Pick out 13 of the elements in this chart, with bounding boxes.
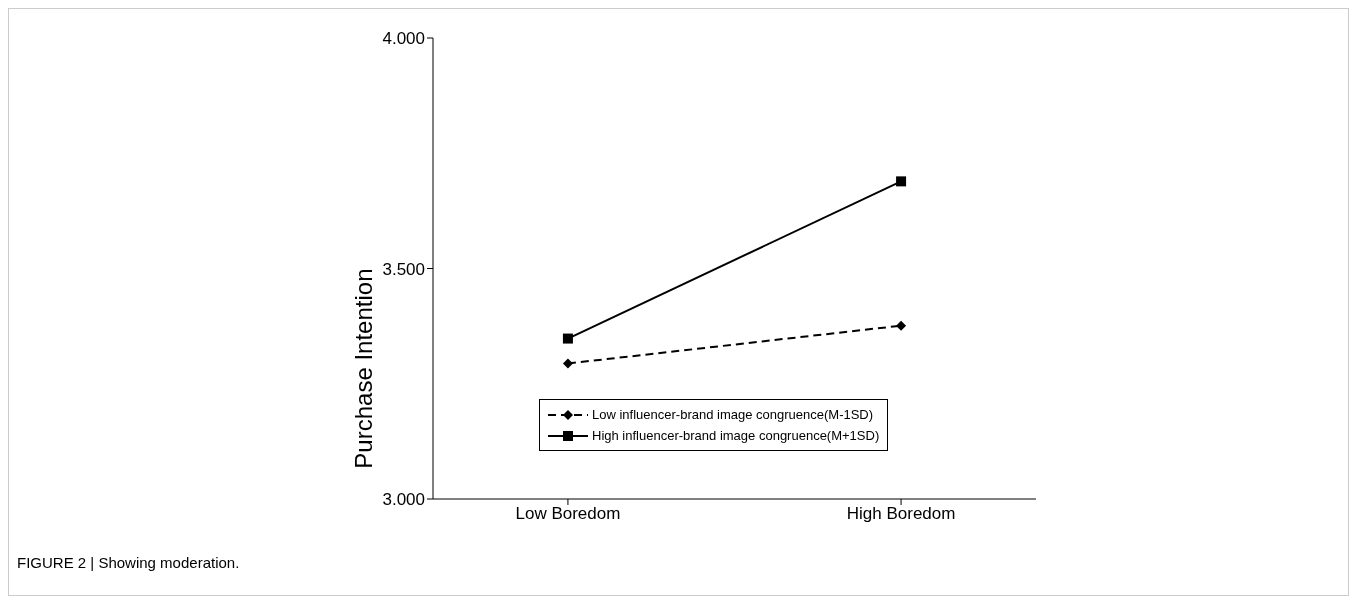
point [562, 358, 573, 369]
point [896, 176, 907, 187]
x-tick-label: Low Boredom [515, 504, 621, 524]
caption: FIGURE 2 | Showing moderation. [17, 554, 240, 571]
legend-label: Low influencer-brand image congruence(M-1SD) [592, 407, 874, 422]
x-tick-label: High Boredom [846, 504, 956, 524]
legend-label: High influencer-brand image congruence(M+1SD) [592, 428, 880, 443]
point [896, 320, 907, 331]
y-tick-label: 3.000 [382, 490, 425, 510]
y-axis-title: Purchase Intention [349, 268, 377, 469]
point [562, 333, 573, 344]
y-tick-label: 3.500 [382, 259, 425, 279]
y-tick-label: 4.000 [382, 29, 425, 49]
